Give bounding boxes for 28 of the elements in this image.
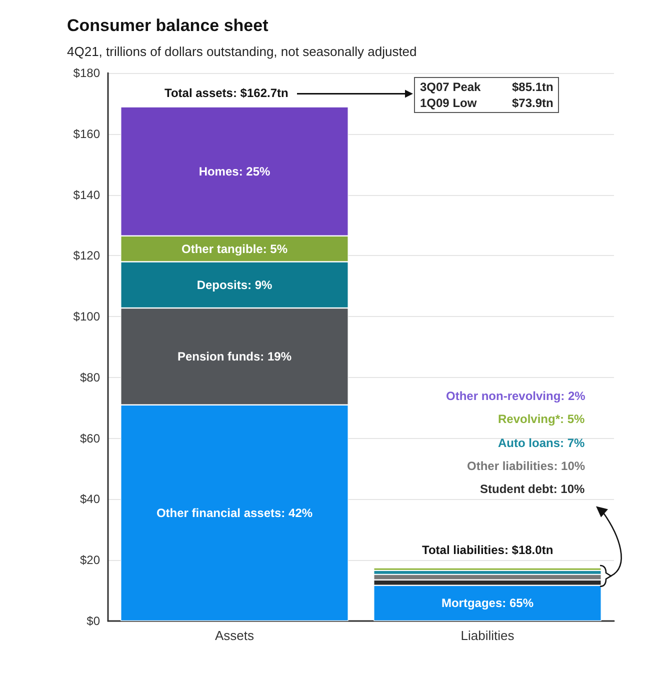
series-label: Other financial assets: 42% [156,506,313,520]
text: 3Q07 Peak $85.1tn 1Q09 Low $73.9tn [420,80,554,110]
text: Revolving*: 5% [498,412,585,426]
chart-subtitle: 4Q21, trillions of dollars outstanding, not seasonally adjusted [67,44,417,59]
y-tick-label: $140 [73,188,100,202]
x-tick-label: Liabilities [460,628,515,643]
series-label: Deposits: 9% [196,278,272,292]
y-tick-label: $20 [80,553,100,568]
y-tick-label: $180 [73,66,100,80]
y-tick-label: $0 [86,614,100,628]
y-tick-label: $80 [80,370,100,384]
y-tick-label: $100 [73,310,100,324]
y-tick-label: $60 [80,431,100,446]
series-label: Homes: 25% [198,164,271,178]
text: Auto loans: 7% [498,436,585,450]
y-tick-label: $40 [80,492,100,506]
series-label: Pension funds: 19% [177,349,292,364]
x-tick-label: Assets [214,628,255,643]
annotation: Total liabilities: $18.0tn [422,542,554,556]
series-label: Mortgages: 65% [441,596,534,610]
text: Other liabilities: 10% [467,458,586,473]
series-label: Other tangible: 5% [181,242,288,256]
annotation: Total assets: $162.7tn [164,86,288,100]
chart-title: Consumer balance sheet [67,16,269,35]
text: Student debt: 10% [480,482,585,496]
y-tick-label: $160 [73,126,100,141]
text: Other non-revolving: 2% [446,389,586,403]
y-tick-label: $120 [73,248,100,263]
